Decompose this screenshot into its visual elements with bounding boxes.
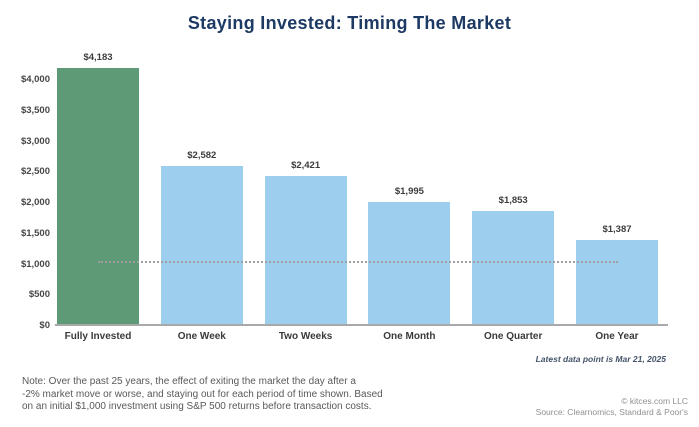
- x-axis-label-one-month: One Month: [383, 331, 436, 342]
- footnote: Note: Over the past 25 years, the effect…: [22, 376, 383, 414]
- footnote-line-1: Note: Over the past 25 years, the effect…: [22, 376, 356, 387]
- x-axis-label-one-quarter: One Quarter: [484, 331, 543, 342]
- plot-area: $4,183 $2,582 $2,421 $1,995 $1,853 $1,387: [55, 52, 668, 325]
- x-axis-labels: Fully Invested One Week Two Weeks One Month…: [55, 331, 668, 342]
- copyright-text: © kitces.com LLC: [621, 396, 688, 406]
- source-text: Source: Clearnomics, Standard & Poor's: [535, 407, 688, 417]
- y-tick-label: $3,500: [20, 104, 50, 116]
- bar-one-week: [160, 166, 243, 325]
- y-tick-label: $0: [39, 320, 50, 331]
- bar-group-two-weeks: $2,421: [264, 160, 347, 325]
- bars-row: $4,183 $2,582 $2,421 $1,995 $1,853 $1,387: [55, 52, 668, 325]
- bar-one-year: [575, 240, 658, 325]
- bar-two-weeks: [264, 176, 347, 325]
- bar-group-one-quarter: $1,853: [472, 195, 555, 325]
- initial-investment-reference-line: [98, 261, 618, 263]
- bar-group-one-week: $2,582: [160, 150, 243, 325]
- x-axis-line: [55, 324, 668, 326]
- x-axis-label-two-weeks: Two Weeks: [278, 331, 333, 342]
- bar-group-one-year: $1,387: [575, 224, 658, 325]
- footnote-line-3: on an initial $1,000 investment using S&…: [22, 401, 372, 412]
- bar-value-label-one-month: $1,995: [394, 186, 424, 197]
- x-axis-label-one-year: One Year: [595, 331, 639, 342]
- y-tick-label: $500: [28, 289, 50, 301]
- y-tick-label: $1,000: [20, 258, 50, 270]
- bar-group-one-month: $1,995: [368, 186, 451, 325]
- bar-one-quarter: [472, 211, 555, 325]
- y-axis: $0 $500 $1,000 $1,500 $2,000 $2,500 $3,000 $3,5…: [0, 59, 50, 331]
- bar-value-label-one-week: $2,582: [187, 150, 217, 161]
- x-axis-label-one-week: One Week: [177, 331, 226, 342]
- bar-value-label-one-quarter: $1,853: [498, 195, 528, 206]
- x-axis-label-fully-invested: Fully Invested: [64, 331, 132, 342]
- credits: © kitces.com LLC Source: Clearnomics, St…: [536, 396, 688, 418]
- latest-data-note: Latest data point is Mar 21, 2025: [535, 354, 666, 364]
- bar-value-label-one-year: $1,387: [602, 224, 632, 235]
- chart-title: Staying Invested: Timing The Market: [187, 13, 512, 33]
- y-tick-label: $4,000: [20, 74, 50, 85]
- y-tick-label: $2,000: [20, 197, 50, 208]
- bar-one-month: [368, 202, 451, 325]
- bar-value-label-two-weeks: $2,421: [291, 160, 321, 171]
- y-tick-label: $1,500: [20, 227, 50, 239]
- footnote-line-2: -2% market move or worse, and staying ou…: [22, 388, 383, 400]
- y-tick-label: $2,500: [20, 166, 50, 178]
- y-tick-label: $3,000: [20, 135, 50, 147]
- bar-value-label-fully-invested: $4,183: [83, 52, 113, 63]
- bar-fully-invested: [57, 68, 139, 325]
- bar-group-fully-invested: $4,183: [57, 52, 139, 325]
